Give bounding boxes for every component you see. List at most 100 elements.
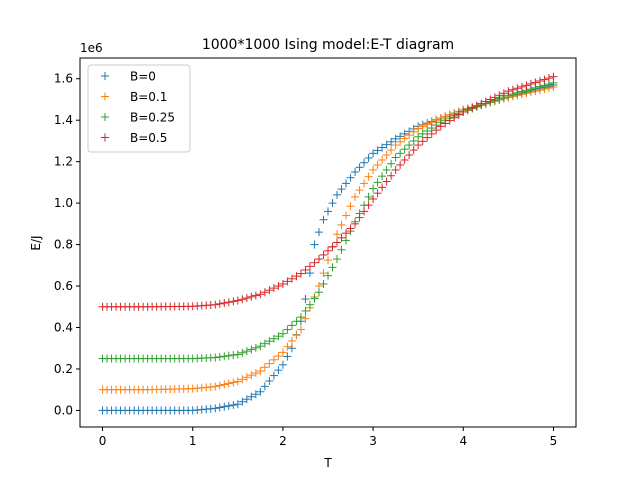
data-point [391, 165, 400, 174]
data-point [369, 184, 378, 193]
data-point [278, 360, 287, 369]
data-point [378, 183, 387, 192]
data-point [382, 140, 391, 149]
series-B=0.5 [98, 72, 558, 311]
x-axis: 0 1 2 3 4 5 [99, 427, 557, 448]
data-point [342, 236, 351, 245]
data-point [220, 299, 229, 308]
y-tick-label: 1.0 [54, 196, 73, 210]
data-point [400, 134, 409, 143]
data-point [251, 390, 260, 399]
data-point [409, 127, 418, 136]
data-point [220, 352, 229, 361]
x-tick-label: 4 [459, 434, 467, 448]
data-point [337, 233, 346, 242]
data-point [472, 101, 481, 110]
data-point [351, 168, 360, 177]
data-point [405, 131, 414, 140]
data-point [499, 89, 508, 98]
data-point [333, 190, 342, 199]
data-point [224, 298, 233, 307]
data-point [301, 314, 310, 323]
data-point [387, 146, 396, 155]
data-point [328, 263, 337, 272]
y-offset-label: 1e6 [80, 41, 103, 55]
data-point [283, 325, 292, 334]
data-point [256, 367, 265, 376]
data-point [414, 124, 423, 133]
y-tick-label: 0.6 [54, 279, 73, 293]
data-point [360, 158, 369, 167]
data-point [305, 269, 314, 278]
data-point [369, 149, 378, 158]
data-point [351, 192, 360, 201]
data-point [364, 154, 373, 163]
data-point [256, 387, 265, 396]
data-point [445, 116, 454, 125]
y-axis-label: E/J [29, 235, 43, 250]
data-point [378, 155, 387, 164]
data-point [463, 105, 472, 114]
y-tick-label: 1.6 [54, 72, 73, 86]
data-point [256, 342, 265, 351]
data-point [418, 122, 427, 131]
data-point [337, 220, 346, 229]
data-point [224, 379, 233, 388]
data-point [278, 348, 287, 357]
y-tick-label: 1.4 [54, 113, 73, 127]
data-point [310, 240, 319, 249]
data-point [360, 179, 369, 188]
data-point [486, 95, 495, 104]
data-point [355, 213, 364, 222]
data-point [260, 339, 269, 348]
legend-label: B=0 [130, 70, 156, 84]
data-point [319, 250, 328, 259]
x-axis-label: T [323, 456, 332, 470]
data-point [278, 279, 287, 288]
data-point [265, 286, 274, 295]
data-point [373, 160, 382, 169]
data-point [544, 74, 553, 83]
legend-marker [101, 133, 109, 142]
data-point [220, 402, 229, 411]
data-point [269, 355, 278, 364]
data-point [274, 282, 283, 291]
data-point [247, 345, 256, 354]
data-point [441, 119, 450, 128]
data-point [314, 255, 323, 264]
data-point [378, 143, 387, 152]
data-point [305, 262, 314, 271]
data-point [540, 75, 549, 84]
data-point [346, 202, 355, 211]
data-point [360, 207, 369, 216]
chart-title: 1000*1000 Ising model:E-T diagram [202, 37, 454, 53]
data-point [342, 229, 351, 238]
data-point [292, 317, 301, 326]
data-point [535, 77, 544, 86]
data-point [432, 126, 441, 135]
data-point [418, 129, 427, 138]
data-point [328, 242, 337, 251]
data-point [283, 352, 292, 361]
data-point [396, 160, 405, 169]
data-point [233, 400, 242, 409]
data-point [301, 265, 310, 274]
data-point [436, 122, 445, 131]
data-point [405, 141, 414, 150]
data-point [387, 171, 396, 180]
data-point [414, 132, 423, 141]
legend-frame [87, 64, 191, 153]
data-point [324, 271, 332, 280]
data-point [504, 87, 513, 96]
data-point [508, 85, 517, 94]
data-point [342, 211, 351, 220]
data-point [517, 82, 526, 91]
data-point [396, 149, 405, 158]
data-point [215, 352, 224, 361]
data-point [333, 255, 342, 264]
data-point [324, 256, 332, 265]
data-point [364, 172, 373, 181]
data-point [319, 279, 328, 288]
data-point [409, 146, 418, 155]
data-point [373, 189, 382, 198]
